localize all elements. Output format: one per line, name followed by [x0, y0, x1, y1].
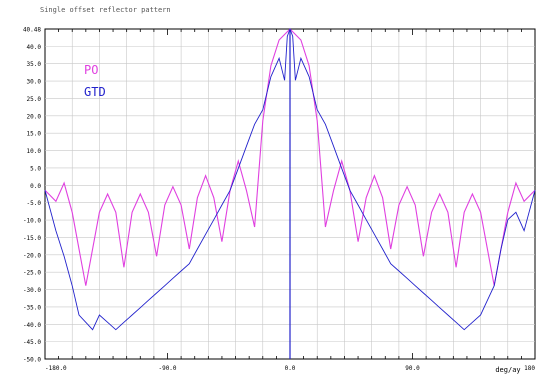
y-tick-label: -20.0: [23, 252, 41, 259]
legend: PO GTD: [84, 63, 106, 99]
series-layer: [44, 27, 536, 359]
y-tick-label: 40.0: [27, 44, 42, 51]
y-tick-label: 40.48: [23, 27, 41, 34]
y-tick-label: -50.0: [23, 357, 41, 364]
y-tick-label: 15.0: [27, 131, 42, 138]
y-tick-label: 20.0: [27, 113, 42, 120]
legend-entry-po: PO: [84, 63, 98, 77]
x-tick-label: 180: [524, 365, 535, 372]
y-tick-label: -30.0: [23, 287, 41, 294]
y-tick-label: 30.0: [27, 79, 42, 86]
chart-title: Single offset reflector pattern: [40, 6, 171, 14]
x-tick-label: 90.0: [405, 365, 420, 372]
y-tick-label: 5.0: [30, 165, 41, 172]
y-tick-label: 35.0: [27, 61, 42, 68]
y-tick-label: -5.0: [27, 200, 42, 207]
y-tick-label: 25.0: [27, 96, 42, 103]
y-tick-label: -40.0: [23, 322, 41, 329]
x-tick-label: 0.0: [285, 365, 296, 372]
y-tick-label: -25.0: [23, 270, 41, 277]
y-tick-label: -10.0: [23, 218, 41, 225]
x-tick-label: -180.0: [45, 365, 67, 372]
y-tick-labels: 40.48 40.0 35.0 30.0 25.0 20.0 15.0 10.0 5.0 0.0 -…: [23, 27, 41, 364]
legend-entry-gtd: GTD: [84, 85, 106, 99]
y-tick-label: 10.0: [27, 148, 42, 155]
x-axis-label: deg/ay: [495, 366, 520, 374]
x-tick-labels: -180.0 -90.0 0.0 90.0 180: [45, 365, 535, 372]
y-tick-label: -45.0: [23, 339, 41, 346]
x-tick-label: -90.0: [158, 365, 176, 372]
y-tick-label: -15.0: [23, 235, 41, 242]
y-tick-label: 0.0: [30, 183, 41, 190]
y-tick-label: -35.0: [23, 304, 41, 311]
